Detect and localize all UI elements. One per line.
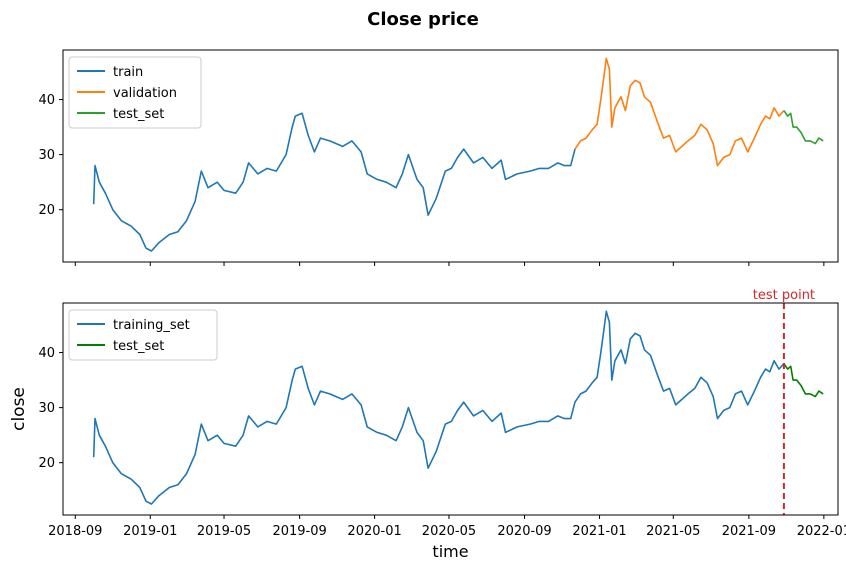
y-tick-label: 20	[38, 203, 55, 218]
y-tick-label: 30	[38, 148, 55, 163]
y-tick-label: 30	[38, 401, 55, 416]
x-tick-label: 2021-05	[646, 524, 700, 539]
y-tick-label: 40	[38, 93, 55, 108]
x-tick-label: 2020-01	[347, 524, 401, 539]
legend: training_set test_set	[68, 309, 218, 361]
legend-label: test_set	[113, 339, 164, 354]
x-tick-label: 2018-09	[48, 524, 102, 539]
legend-label: test_set	[113, 107, 164, 122]
axes-frame	[62, 302, 839, 516]
legend-box	[68, 56, 202, 129]
legend-label: train	[113, 65, 143, 80]
figure-title: Close price	[367, 9, 479, 30]
test-point-label: test point	[753, 288, 815, 303]
series-line-validation	[574, 57, 785, 167]
x-tick-label: 2019-05	[197, 524, 251, 539]
axes-frame	[62, 49, 839, 263]
bottom-panel: test point 20 30 40 2018-09 2019-01 2019-05 201…	[9, 288, 846, 561]
legend-label: validation	[113, 86, 177, 101]
y-tick-label: 40	[38, 346, 55, 361]
x-axis-label: time	[432, 542, 468, 561]
y-axis-label: close	[9, 387, 29, 431]
top-panel: 20 30 40 train validation test_set	[38, 49, 839, 266]
series-line-training-set	[92, 310, 785, 505]
legend-box	[68, 309, 218, 361]
y-tick-label: 20	[38, 456, 55, 471]
legend: train validation test_set	[68, 56, 202, 129]
x-tick-label: 2019-09	[272, 524, 326, 539]
x-tick-label: 2021-09	[722, 524, 776, 539]
series-line-test-set	[783, 363, 824, 398]
series-line-train	[92, 112, 576, 252]
legend-label: training_set	[113, 318, 190, 333]
x-tick-label: 2021-01	[572, 524, 626, 539]
x-tick-label: 2020-09	[497, 524, 551, 539]
x-tick-label: 2019-01	[123, 524, 177, 539]
series-line-test-set	[783, 110, 824, 145]
x-tick-label: 2020-05	[422, 524, 476, 539]
x-tick-label: 2022-01	[797, 524, 846, 539]
